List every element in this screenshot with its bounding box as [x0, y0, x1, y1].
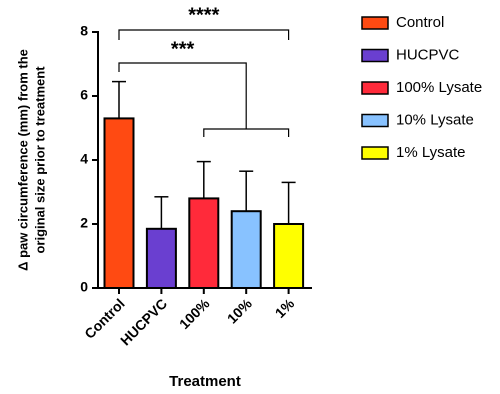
bar [103, 117, 135, 290]
y-tick-label: 0 [80, 279, 88, 295]
legend-swatch [361, 16, 389, 30]
bar [230, 210, 262, 289]
y-tick-label: 6 [80, 87, 88, 103]
legend-label: HUCPVC [396, 46, 460, 63]
legend-label: 1% Lysate [396, 144, 466, 161]
y-tick-label: 8 [80, 23, 88, 39]
legend-swatch [361, 113, 389, 128]
x-tick-label: 1% [272, 295, 298, 321]
x-axis-label: Treatment [169, 373, 241, 390]
bar [188, 197, 220, 289]
legend-swatch [361, 81, 389, 95]
bar [145, 227, 177, 290]
x-tick-label: 10% [224, 295, 256, 327]
significance-label: *** [171, 38, 195, 60]
significance-label: **** [188, 4, 219, 26]
bar [273, 223, 305, 289]
significance-bracket [203, 128, 290, 137]
significance-bracket [118, 29, 290, 40]
x-tick-label: 100% [176, 295, 213, 332]
legend-label: Control [396, 14, 444, 31]
legend-label: 10% Lysate [396, 111, 474, 128]
legend-swatch [361, 146, 389, 160]
y-tick-label: 2 [80, 215, 88, 231]
y-axis-label: Δ paw circumference (mm) from the [15, 49, 30, 271]
y-axis-label: original size prior to treatment [32, 66, 47, 254]
y-tick-label: 4 [80, 151, 88, 167]
significance-bracket [118, 62, 247, 129]
x-tick-label: HUCPVC [117, 295, 170, 348]
legend-swatch [361, 48, 389, 63]
legend-label: 100% Lysate [396, 79, 482, 96]
